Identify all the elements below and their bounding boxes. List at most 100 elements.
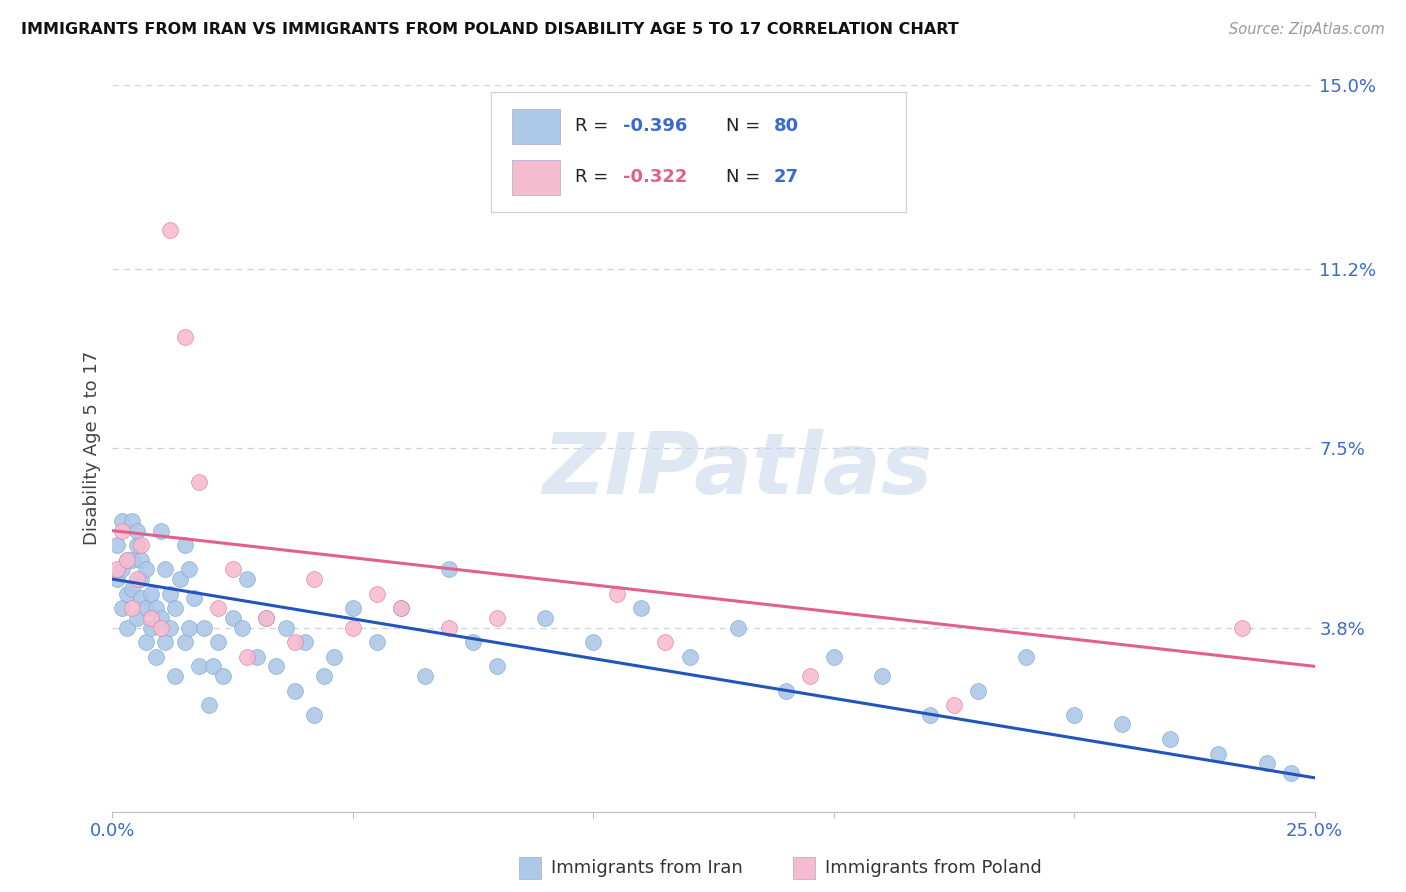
Point <box>1159 731 1181 746</box>
Point <box>342 601 364 615</box>
Point <box>202 659 225 673</box>
Point <box>534 611 557 625</box>
Point <box>179 621 201 635</box>
Point <box>437 562 460 576</box>
Point <box>264 659 287 673</box>
Point <box>135 601 157 615</box>
Point <box>654 635 676 649</box>
Point <box>254 611 277 625</box>
Point <box>125 524 148 538</box>
Text: IMMIGRANTS FROM IRAN VS IMMIGRANTS FROM POLAND DISABILITY AGE 5 TO 17 CORRELATIO: IMMIGRANTS FROM IRAN VS IMMIGRANTS FROM … <box>21 22 959 37</box>
Point <box>121 601 143 615</box>
Point <box>115 621 138 635</box>
Text: N =: N = <box>725 117 765 136</box>
Point <box>236 572 259 586</box>
Text: -0.396: -0.396 <box>623 117 688 136</box>
Text: R =: R = <box>575 117 614 136</box>
Point <box>121 582 143 596</box>
Point <box>366 587 388 601</box>
Point <box>139 621 162 635</box>
Point <box>179 562 201 576</box>
Point <box>115 587 138 601</box>
Point <box>155 562 177 576</box>
Point <box>1111 717 1133 731</box>
Point <box>284 683 307 698</box>
Point <box>121 552 143 566</box>
Point <box>222 562 245 576</box>
Point <box>486 611 509 625</box>
Point <box>918 707 941 722</box>
Point <box>115 552 138 566</box>
Point <box>125 572 148 586</box>
FancyBboxPatch shape <box>491 92 905 212</box>
Point <box>139 587 162 601</box>
Point <box>1256 756 1278 771</box>
Point <box>274 621 297 635</box>
Point <box>149 524 172 538</box>
Y-axis label: Disability Age 5 to 17: Disability Age 5 to 17 <box>83 351 101 545</box>
Point <box>159 621 181 635</box>
Point <box>1279 766 1302 780</box>
Text: ZIPatlas: ZIPatlas <box>543 428 932 511</box>
Point <box>304 707 326 722</box>
Point <box>105 562 128 576</box>
Point <box>678 649 700 664</box>
Text: Immigrants from Iran: Immigrants from Iran <box>551 859 742 877</box>
Point <box>389 601 412 615</box>
Point <box>1208 747 1230 761</box>
Point <box>105 538 128 552</box>
Point <box>131 552 153 566</box>
Point <box>366 635 388 649</box>
Point <box>188 659 211 673</box>
Point <box>486 659 509 673</box>
Point <box>207 635 229 649</box>
Point <box>131 591 153 606</box>
Point <box>111 514 134 528</box>
Point <box>145 649 167 664</box>
Point <box>111 562 134 576</box>
Text: -0.322: -0.322 <box>623 168 688 186</box>
Point <box>727 621 749 635</box>
Point <box>437 621 460 635</box>
Point <box>823 649 845 664</box>
Point <box>582 635 605 649</box>
Point <box>197 698 219 712</box>
Point <box>125 611 148 625</box>
Point <box>207 601 229 615</box>
Point <box>173 538 195 552</box>
Point <box>155 635 177 649</box>
Point <box>630 601 652 615</box>
Point <box>304 572 326 586</box>
Point <box>131 572 153 586</box>
Point <box>389 601 412 615</box>
Text: Immigrants from Poland: Immigrants from Poland <box>825 859 1042 877</box>
Point <box>131 538 153 552</box>
Point <box>115 552 138 566</box>
Text: R =: R = <box>575 168 614 186</box>
Point <box>212 669 235 683</box>
Point <box>135 562 157 576</box>
Point <box>111 601 134 615</box>
Point <box>173 635 195 649</box>
Point <box>145 601 167 615</box>
Point <box>461 635 484 649</box>
Point <box>159 223 181 237</box>
Point <box>284 635 307 649</box>
Point <box>1063 707 1085 722</box>
Point <box>236 649 259 664</box>
Text: 80: 80 <box>773 117 799 136</box>
Point <box>322 649 344 664</box>
Point <box>799 669 821 683</box>
Point <box>254 611 277 625</box>
Text: N =: N = <box>725 168 765 186</box>
Point <box>294 635 316 649</box>
Point <box>135 635 157 649</box>
Point <box>967 683 990 698</box>
Point <box>105 572 128 586</box>
Point <box>413 669 436 683</box>
Point <box>188 475 211 490</box>
Point <box>222 611 245 625</box>
Text: Source: ZipAtlas.com: Source: ZipAtlas.com <box>1229 22 1385 37</box>
Point <box>149 621 172 635</box>
Point <box>121 514 143 528</box>
